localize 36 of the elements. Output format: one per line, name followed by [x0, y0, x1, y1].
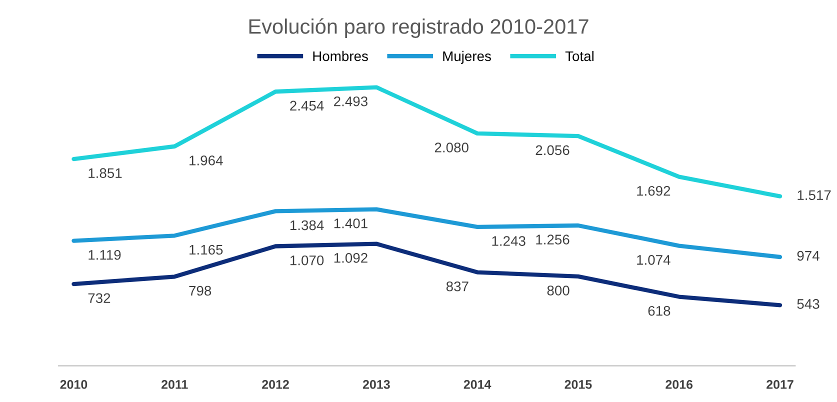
data-label: 618 [648, 306, 670, 316]
legend-label: Mujeres [443, 50, 491, 64]
data-label: 1.256 [536, 234, 570, 244]
data-label: 1.851 [88, 168, 122, 178]
data-label: 2.080 [434, 142, 468, 152]
x-tick-label: 2016 [666, 380, 693, 389]
data-label: 1.384 [290, 220, 324, 230]
data-label: 798 [189, 286, 212, 296]
x-tick-label: 2013 [362, 380, 390, 389]
data-label: 1.401 [334, 218, 368, 228]
data-label: 837 [446, 281, 468, 292]
data-label: 974 [797, 250, 820, 261]
x-tick-label: 2011 [162, 380, 188, 389]
data-label: 2.056 [536, 145, 570, 156]
chart-title: Evolución paro registrado 2010-2017 [249, 18, 588, 38]
data-label: 1.964 [190, 156, 223, 166]
data-label: 1.119 [88, 250, 121, 260]
x-tick-label: 2012 [262, 380, 289, 389]
x-tick-label: 2015 [564, 380, 592, 389]
data-label: 2.454 [290, 100, 324, 111]
data-label: 1.092 [334, 252, 368, 263]
data-label: 543 [797, 299, 820, 309]
data-label: 800 [547, 286, 570, 296]
legend-label: Hombres [313, 50, 368, 62]
x-tick-label: 2017 [766, 380, 794, 389]
data-label: 1.243 [492, 236, 526, 246]
x-tick-label: 2010 [60, 380, 88, 389]
data-label: 2.493 [334, 96, 368, 106]
data-label: 1.070 [290, 255, 324, 266]
data-label: 1.517 [798, 190, 831, 200]
data-label: 1.165 [190, 244, 223, 255]
data-label: 1.074 [637, 254, 670, 265]
data-label: 732 [88, 293, 110, 304]
data-label: 1.692 [637, 186, 670, 196]
x-tick-label: 2014 [464, 380, 492, 389]
legend-label: Total [565, 50, 594, 62]
